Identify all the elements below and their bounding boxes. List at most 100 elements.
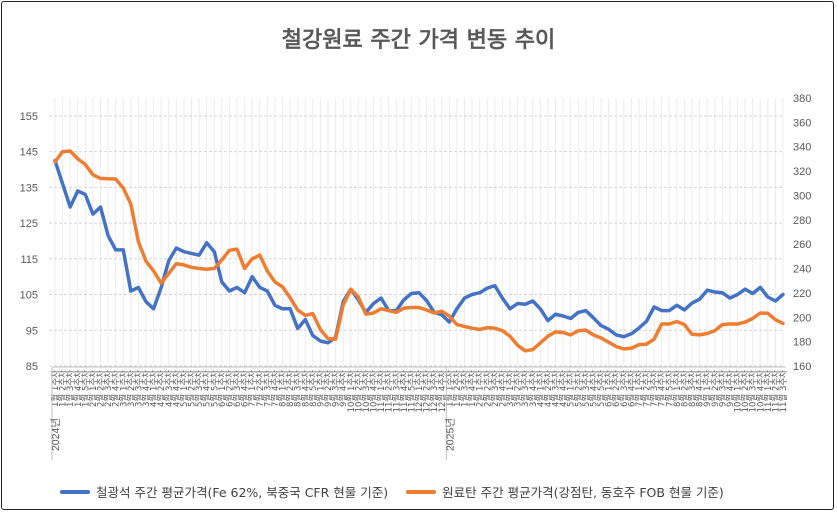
x-category-label: 4월 4주차 [558, 370, 569, 407]
x-category-label: 5월 1주차 [566, 370, 577, 407]
x-category-label: 9월 1주차 [315, 370, 326, 407]
x-category-label: 1월 3주차 [460, 370, 471, 407]
x-category-label: 11월 2주차 [384, 370, 395, 413]
y-right-tick-label: 280 [793, 215, 811, 227]
x-category-label: 7월 4주차 [657, 370, 668, 407]
x-category-label: 3월 3주차 [520, 370, 531, 407]
y-right-tick-label: 220 [793, 288, 811, 300]
x-category-label: 5월 2주차 [187, 370, 198, 407]
y-right-tick-label: 160 [793, 361, 811, 373]
y-left-tick-label: 135 [20, 182, 38, 194]
x-category-label: 7월 1주차 [247, 370, 258, 407]
x-category-label: 2월 3주차 [490, 370, 501, 407]
y-left-tick-label: 155 [20, 111, 38, 123]
x-category-label: 8월 1주차 [672, 370, 683, 407]
x-category-label: 5월 4주차 [202, 370, 213, 407]
x-category-label: 8월 3주차 [687, 370, 698, 407]
x-category-label: 10월 2주차 [353, 370, 364, 413]
chart-title: 철강원료 주간 가격 변동 추이 [281, 28, 556, 53]
x-category-label: 8월 3주차 [293, 370, 304, 407]
x-category-label: 1월 5주차 [80, 370, 91, 407]
y-right-tick-label: 200 [793, 312, 811, 324]
x-category-label: 6월 3주차 [232, 370, 243, 407]
x-category-label: 6월 4주차 [626, 370, 637, 407]
x-category-label: 12월 1주차 [414, 370, 425, 413]
x-category-label: 11월 1주차 [376, 370, 387, 413]
x-category-label: 6월 4주차 [240, 370, 251, 407]
x-category-label: 9월 2주차 [710, 370, 721, 407]
x-category-label: 7월 4주차 [270, 370, 281, 407]
legend-label-iron-ore: 철광석 주간 평균가격(Fe 62%, 북중국 CFR 현물 기준) [96, 485, 389, 500]
legend-item-coking-coal: 원료탄 주간 평균가격(강점탄, 동호주 FOB 현물 기준) [406, 482, 724, 501]
legend-swatch-iron-ore [60, 489, 90, 494]
x-category-label: 8월 1주차 [278, 370, 289, 407]
y-left-tick-label: 145 [20, 147, 38, 159]
x-category-label: 7월 3주차 [649, 370, 660, 407]
legend: 철광석 주간 평균가격(Fe 62%, 북중국 CFR 현물 기준) 원료탄 주… [60, 482, 820, 501]
legend-item-iron-ore: 철광석 주간 평균가격(Fe 62%, 북중국 CFR 현물 기준) [60, 482, 388, 501]
y-right-tick-label: 240 [793, 264, 811, 276]
x-category-label: 6월 1주차 [217, 370, 228, 407]
y-right-tick-label: 260 [793, 239, 811, 251]
y-right-tick-label: 320 [793, 166, 811, 178]
x-category-label: 9월 3주차 [331, 370, 342, 407]
x-category-label: 11월 3주차 [391, 370, 402, 413]
x-year-label: 2025년 [444, 418, 456, 451]
x-category-label: 8월 2주차 [679, 370, 690, 407]
x-category-label: 10월 1주차 [733, 370, 744, 413]
x-category-label: 10월 1주차 [346, 370, 357, 413]
x-category-label: 2월 4주차 [497, 370, 508, 407]
x-category-label: 7월 5주차 [664, 370, 675, 407]
x-category-label: 4월 2주차 [156, 370, 167, 407]
x-category-label: 1월 1주차 [444, 370, 455, 407]
x-category-label: 4월 1주차 [535, 370, 546, 407]
x-category-label: 5월 5주차 [596, 370, 607, 407]
x-category-label: 12월 2주차 [422, 370, 433, 413]
x-category-label: 2월 3주차 [103, 370, 114, 407]
series-line-iron-ore [53, 158, 785, 345]
x-category-label: 3월 1주차 [118, 370, 129, 407]
y-right-tick-label: 300 [793, 190, 811, 202]
x-category-label: 6월 3주차 [619, 370, 630, 407]
x-category-label: 1월 1주차 [50, 370, 61, 407]
x-category-label: 7월 2주차 [642, 370, 653, 407]
y-right-tick-label: 360 [793, 117, 811, 129]
x-category-label: 5월 1주차 [179, 370, 190, 407]
x-category-label: 5월 4주차 [588, 370, 599, 407]
x-category-label: 9월 2주차 [323, 370, 334, 407]
series-line-coking-coal [53, 149, 785, 353]
y-left-tick-label: 95 [26, 325, 38, 337]
legend-label-coking-coal: 원료탄 주간 평균가격(강점탄, 동호주 FOB 현물 기준) [442, 485, 724, 500]
x-category-label: 3월 4주차 [528, 370, 539, 407]
x-category-label: 11월 3주차 [778, 370, 789, 413]
x-category-label: 6월 1주차 [604, 370, 615, 407]
x-category-label: 9월 4주차 [338, 370, 349, 407]
x-category-label: 1월 3주차 [65, 370, 76, 407]
x-category-label: 9월 4주차 [725, 370, 736, 407]
x-category-label: 8월 2주차 [285, 370, 296, 407]
x-category-label: 3월 3주차 [133, 370, 144, 407]
x-category-label: 4월 3주차 [164, 370, 175, 407]
x-category-label: 10월 3주차 [361, 370, 372, 413]
x-category-label: 7월 3주차 [262, 370, 273, 407]
x-category-label: 10월 4주차 [369, 370, 380, 413]
y-right-tick-label: 340 [793, 142, 811, 154]
x-category-label: 4월 3주차 [551, 370, 562, 407]
x-category-label: 8월 4주차 [695, 370, 706, 407]
x-category-label: 2월 1주차 [88, 370, 99, 407]
x-category-label: 7월 2주차 [255, 370, 266, 407]
x-category-label: 2월 4주차 [111, 370, 122, 407]
x-category-label: 11월 5주차 [406, 370, 417, 413]
x-category-label: 6월 2주차 [611, 370, 622, 407]
x-category-label: 2월 1주차 [475, 370, 486, 407]
x-category-label: 1월 4주차 [73, 370, 84, 407]
x-category-label: 9월 3주차 [717, 370, 728, 407]
x-category-label: 10월 4주차 [755, 370, 766, 413]
y-left-tick-label: 85 [26, 361, 38, 373]
x-category-label: 11월 2주차 [770, 370, 781, 413]
x-category-label: 9월 1주차 [702, 370, 713, 407]
x-category-label: 5월 3주차 [581, 370, 592, 407]
x-category-label: 5월 5주차 [209, 370, 220, 407]
